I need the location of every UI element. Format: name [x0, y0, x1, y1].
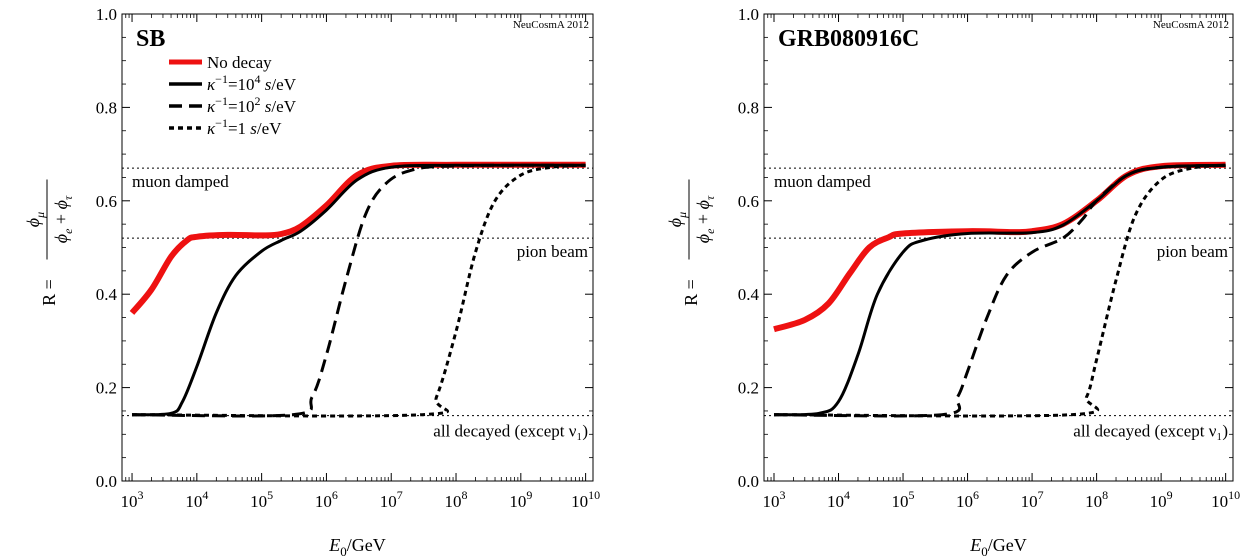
x-tick-label: 105 [892, 488, 915, 511]
x-tick-label: 109 [1150, 488, 1173, 511]
y-tick-label: 0.6 [738, 192, 759, 211]
y-tick-label: 1.0 [738, 5, 759, 24]
series-line-4 [131, 163, 586, 418]
credit-label: NeuCosmA 2012 [1153, 19, 1229, 31]
y-axis-label-prefix: R = [681, 279, 701, 306]
y-axis-label-numerator: ϕμ [665, 212, 689, 227]
x-axis-label: E0/GeV [969, 535, 1027, 559]
x-axis-label: E0/GeV [328, 535, 386, 559]
series-line-3 [773, 163, 1226, 418]
y-axis-label-denominator: ϕe + ϕτ [693, 195, 717, 243]
y-tick-label: 0.6 [96, 192, 117, 211]
y-tick-label: 0.8 [96, 98, 117, 117]
reference-label: pion beam [1157, 242, 1228, 261]
y-axis-label-prefix: R = [39, 279, 59, 306]
legend-label: κ−1=104 s/eV [207, 72, 297, 94]
x-tick-label: 104 [185, 488, 208, 511]
series-group [129, 161, 586, 418]
x-tick-label: 106 [956, 488, 979, 511]
y-tick-label: 0.4 [738, 285, 760, 304]
reference-label: muon damped [132, 172, 229, 191]
legend-label: No decay [207, 53, 272, 72]
reference-label: pion beam [517, 242, 588, 261]
series-line-2 [131, 163, 586, 417]
y-tick-label: 0.2 [96, 379, 117, 398]
panel-title: SB [136, 26, 165, 52]
x-tick-label: 103 [762, 488, 785, 511]
x-tick-label: 109 [509, 488, 532, 511]
y-tick-label: 0.4 [96, 285, 118, 304]
x-tick-label: 107 [380, 488, 403, 511]
x-tick-label: 1010 [571, 488, 600, 511]
y-axis-label: R = ϕμ ϕe + ϕτ [665, 179, 717, 306]
y-axis-label: R = ϕμ ϕe + ϕτ [23, 179, 75, 306]
legend-label: κ−1=1 s/eV [207, 116, 282, 138]
y-tick-label: 0.0 [96, 472, 117, 491]
reference-label: all decayed (except ν₁) [1073, 422, 1228, 441]
legend-label: κ−1=102 s/eV [207, 94, 297, 116]
credit-label: NeuCosmA 2012 [513, 19, 589, 31]
panel-title: GRB080916C [778, 26, 919, 52]
series-group [773, 161, 1226, 418]
y-axis-label-denominator: ϕe + ϕτ [51, 195, 75, 243]
panel-2: 0.0 0.2 0.4 0.6 0.8 1.0 103 104 105 106 107 108 109 1… [665, 5, 1240, 559]
x-tick-label: 1010 [1211, 488, 1240, 511]
y-tick-label: 1.0 [96, 5, 117, 24]
panel-1: 0.0 0.2 0.4 0.6 0.8 1.0 103 104 105 106 107 108 109 1… [23, 5, 600, 559]
x-tick-label: 107 [1021, 488, 1044, 511]
x-tick-label: 106 [315, 488, 338, 511]
reference-label: muon damped [774, 172, 871, 191]
x-tick-label: 104 [827, 488, 850, 511]
reference-label: all decayed (except ν₁) [433, 422, 588, 441]
y-axis-label-numerator: ϕμ [23, 212, 47, 227]
y-tick-label: 0.0 [738, 472, 759, 491]
x-tick-label: 103 [121, 488, 144, 511]
series-line-4 [773, 163, 1226, 418]
x-tick-label: 108 [1085, 488, 1108, 511]
y-tick-label: 0.2 [738, 379, 759, 398]
series-line-3 [131, 163, 586, 418]
x-tick-label: 105 [250, 488, 273, 511]
y-tick-label: 0.8 [738, 98, 759, 117]
x-tick-label: 108 [445, 488, 468, 511]
